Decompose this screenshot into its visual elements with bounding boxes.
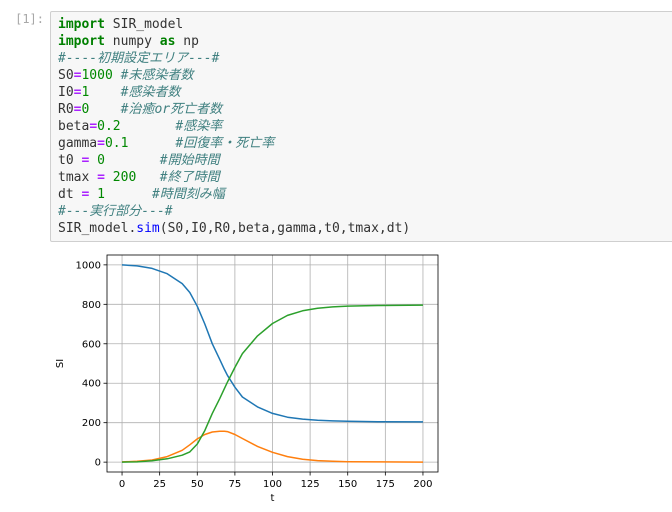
cell-prompt: [1]:	[15, 12, 44, 26]
code-token: =	[81, 153, 90, 168]
code-token: #時間刻み幅	[151, 187, 225, 202]
code-token: as	[159, 34, 176, 49]
code-token: =	[73, 102, 82, 117]
y-tick-label: 600	[82, 339, 101, 350]
code-token: #感染率	[175, 119, 223, 134]
code-token	[89, 102, 120, 117]
code-token: sim	[136, 221, 160, 236]
code-token: gamma	[58, 136, 98, 151]
y-tick-label: 400	[82, 379, 101, 390]
code-token: np	[175, 34, 199, 49]
y-axis-label: SI	[55, 359, 66, 368]
code-token	[121, 119, 176, 134]
code-cell-input[interactable]: import SIR_model import numpy as np #----初…	[50, 11, 672, 242]
y-tick-label: 200	[82, 418, 101, 429]
code-token	[89, 153, 97, 168]
code-token: 200	[112, 170, 137, 185]
code-token: SIR_model	[104, 17, 184, 32]
code-token: #---実行部分---#	[58, 204, 173, 219]
x-tick-label: 200	[413, 479, 432, 490]
code-token: beta	[58, 119, 90, 134]
code-token: =	[97, 136, 105, 151]
code-token: 1	[97, 187, 105, 202]
x-tick-label: 50	[191, 479, 204, 490]
code-token: 0	[81, 102, 90, 117]
y-tick-label: 1000	[76, 260, 101, 271]
code-token: #開始時間	[159, 153, 220, 168]
cell-output: 0 25 50 75 100 125 150 175 200 0 200 400 600 800 1000 t…	[52, 250, 452, 512]
code-token: #回復率・死亡率	[175, 136, 275, 151]
code-token	[89, 187, 97, 202]
code-token	[89, 85, 120, 100]
code-token	[136, 170, 159, 185]
code-token: #----初期設定エリア---#	[58, 51, 220, 66]
code-token: =	[97, 170, 105, 185]
code-editor[interactable]: import SIR_model import numpy as np #----初…	[58, 16, 410, 237]
code-token: numpy	[104, 34, 160, 49]
code-token: 1	[81, 85, 90, 100]
code-token: t0	[58, 153, 82, 168]
code-token	[113, 68, 121, 83]
code-token: SIR_model.	[58, 221, 137, 236]
code-line: import numpy as np	[58, 33, 410, 50]
code-token: #感染者数	[120, 85, 181, 100]
x-tick-label: 125	[301, 479, 320, 490]
code-token: tmax	[58, 170, 98, 185]
code-line: #----初期設定エリア---#	[58, 50, 410, 67]
code-line: S0=1000 #未感染者数	[58, 67, 410, 84]
code-token: dt	[58, 187, 82, 202]
code-line: dt = 1 #時間刻み幅	[58, 186, 410, 203]
code-token: (S0,I0,R0,beta,gamma,t0,tmax,dt)	[159, 221, 411, 236]
code-token: import	[58, 34, 105, 49]
x-tick-label: 75	[229, 479, 242, 490]
x-tick-label: 0	[119, 479, 125, 490]
code-line: t0 = 0 #開始時間	[58, 152, 410, 169]
y-tick-label: 0	[95, 458, 101, 469]
x-tick-label: 25	[153, 479, 166, 490]
code-token: =	[89, 119, 98, 134]
code-token: 0.2	[97, 119, 121, 134]
series-line	[121, 264, 424, 423]
code-token: R0	[58, 102, 74, 117]
code-line: I0=1 #感染者数	[58, 84, 410, 101]
code-token: import	[58, 17, 105, 32]
x-axis-label: t	[271, 493, 275, 504]
code-token	[105, 153, 160, 168]
code-token: I0	[58, 85, 74, 100]
x-tick-label: 150	[338, 479, 357, 490]
code-token: =	[73, 85, 82, 100]
x-tick-label: 175	[376, 479, 395, 490]
code-line: beta=0.2 #感染率	[58, 118, 410, 135]
code-line: gamma=0.1 #回復率・死亡率	[58, 135, 410, 152]
code-token: #未感染者数	[120, 68, 194, 83]
code-line: SIR_model.sim(S0,I0,R0,beta,gamma,t0,tma…	[58, 220, 410, 237]
code-token: S0	[58, 68, 74, 83]
code-token: 1000	[81, 68, 113, 83]
code-token: 0.1	[104, 136, 129, 151]
series-line	[121, 304, 424, 463]
y-tick-label: 800	[82, 300, 101, 311]
code-token: =	[81, 187, 90, 202]
code-token: #終了時間	[159, 170, 220, 185]
code-token	[105, 187, 152, 202]
code-token	[128, 136, 175, 151]
code-line: import SIR_model	[58, 16, 410, 33]
code-token: #治癒or死亡者数	[120, 102, 223, 117]
x-tick-label: 100	[263, 479, 282, 490]
series-line	[121, 430, 424, 463]
code-token: =	[73, 68, 82, 83]
code-line: R0=0 #治癒or死亡者数	[58, 101, 410, 118]
code-token: 0	[97, 153, 105, 168]
code-line: #---実行部分---#	[58, 203, 410, 220]
sir-chart: 0 25 50 75 100 125 150 175 200 0 200 400 600 800 1000 t…	[55, 254, 439, 504]
code-token	[105, 170, 113, 185]
code-line: tmax = 200 #終了時間	[58, 169, 410, 186]
